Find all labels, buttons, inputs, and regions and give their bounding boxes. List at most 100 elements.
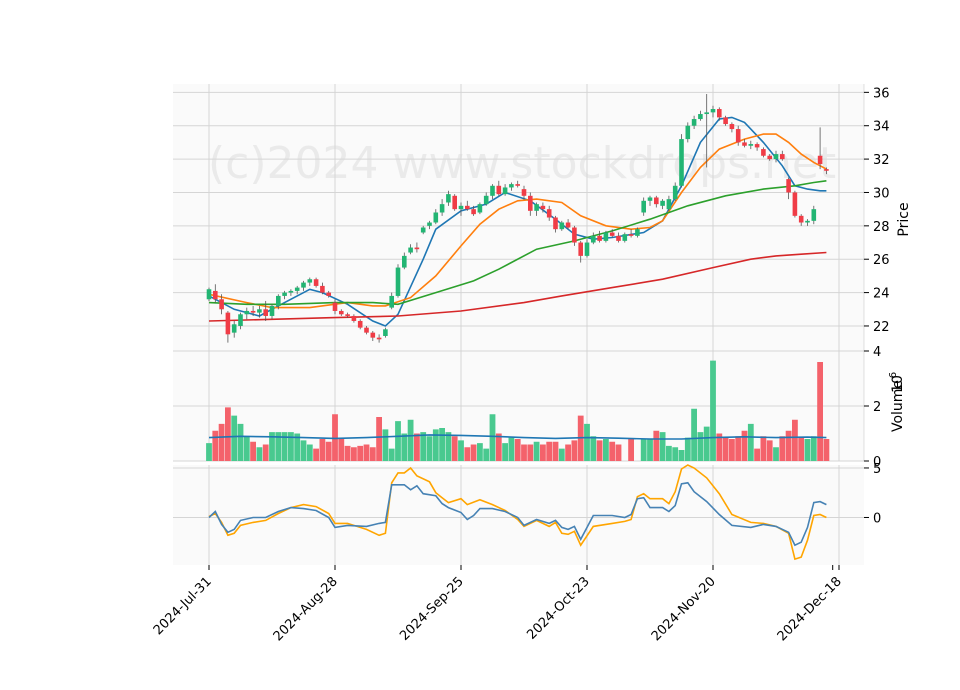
x-tick-label: 2024-Aug-28 <box>271 574 341 644</box>
volume-bar <box>256 447 263 461</box>
volume-bar <box>678 450 685 461</box>
candle-body <box>565 222 571 228</box>
volume-bar <box>653 430 660 461</box>
volume-bar <box>269 432 275 461</box>
candle-body <box>773 154 779 160</box>
candle-body <box>792 192 798 216</box>
candle-body <box>395 267 401 296</box>
volume-bar <box>426 436 433 461</box>
volume-bar <box>451 436 458 461</box>
volume-bar <box>596 440 603 461</box>
candle-body <box>276 295 281 306</box>
candle-body <box>231 324 237 333</box>
volume-bar <box>697 432 704 461</box>
volume-bar <box>823 439 830 461</box>
candle-body <box>326 292 331 296</box>
x-tick-label: 2024-Sep-25 <box>397 574 467 644</box>
candle-body <box>622 234 628 241</box>
candle-body <box>471 209 476 215</box>
volume-bar <box>344 445 351 461</box>
candle-body <box>628 234 634 236</box>
volume-bar <box>407 419 414 461</box>
candle-body <box>219 299 224 310</box>
watermark-text: (c)2024 www.stockdrops.net <box>208 138 836 189</box>
price-tick-label: 30 <box>873 186 890 201</box>
volume-bar <box>703 426 710 461</box>
volume-bar <box>363 444 370 461</box>
candle-body <box>238 314 243 326</box>
volume-bar <box>760 436 767 461</box>
candle-body <box>282 292 287 296</box>
candle-body <box>502 187 508 195</box>
volume-axis-label: Volume <box>890 380 906 432</box>
candle-body <box>534 204 539 211</box>
candle-body <box>597 235 602 241</box>
candle-body <box>389 295 394 308</box>
volume-bar <box>313 448 319 461</box>
candle-body <box>515 184 520 186</box>
volume-bar <box>666 445 672 461</box>
volume-bar <box>729 439 735 461</box>
volume-average-line <box>208 434 827 440</box>
volume-bar <box>439 428 445 461</box>
candle-body <box>345 314 350 316</box>
volume-bar <box>659 432 666 461</box>
volume-bar <box>432 429 439 461</box>
candle-body <box>553 217 558 230</box>
volume-bar <box>533 441 540 461</box>
candle-body <box>408 247 413 253</box>
volume-bar <box>489 414 496 461</box>
volume-bar <box>716 433 723 461</box>
volume-bar <box>306 444 313 461</box>
volume-bar <box>250 441 256 461</box>
volume-bar <box>325 441 332 461</box>
candle-body <box>244 310 250 315</box>
volume-bar <box>603 439 609 461</box>
candle-body <box>729 124 735 130</box>
candle-body <box>666 199 672 210</box>
candlesticks <box>206 94 829 343</box>
candle-body <box>660 200 665 206</box>
volume-bar <box>218 423 225 461</box>
volume-bar <box>817 362 823 461</box>
volume-tick-label: 0 <box>873 455 881 470</box>
volume-bar <box>376 417 382 461</box>
moving-average-line <box>208 251 827 322</box>
oscillator-line <box>208 481 827 547</box>
volume-bar <box>565 444 571 461</box>
candle-body <box>376 337 382 340</box>
volume-bar <box>691 408 697 461</box>
candle-body <box>761 149 766 156</box>
candle-body <box>710 109 716 113</box>
candle-body <box>786 179 791 193</box>
volume-bar <box>262 444 269 461</box>
candle-body <box>811 209 817 221</box>
candle-body <box>546 209 552 218</box>
candle-body <box>679 139 684 186</box>
volume-bar <box>684 437 691 461</box>
volume-bar <box>338 437 345 461</box>
volume-bar <box>395 421 401 461</box>
candle-body <box>332 302 338 311</box>
candle-body <box>609 232 615 236</box>
candle-body <box>458 205 464 210</box>
volume-bar <box>420 432 427 461</box>
candle-body <box>433 212 439 223</box>
candle-body <box>351 315 357 321</box>
candle-body <box>383 329 388 336</box>
candle-body <box>685 125 691 140</box>
volume-bar <box>470 444 477 461</box>
price-tick-label: 36 <box>873 86 890 101</box>
volume-bar <box>773 447 779 461</box>
candle-body <box>572 227 577 243</box>
volume-bar <box>792 419 798 461</box>
volume-bar <box>647 439 653 461</box>
candle-body <box>269 305 275 316</box>
volume-bar <box>382 429 389 461</box>
candle-body <box>402 255 407 268</box>
volume-bar <box>735 436 742 461</box>
candle-body <box>364 327 369 333</box>
candle-body <box>320 285 325 293</box>
oscillator-line <box>208 464 827 561</box>
